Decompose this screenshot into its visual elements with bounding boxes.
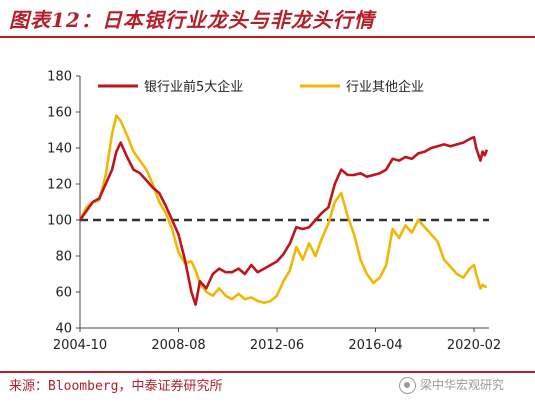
source-note: 来源：Bloomberg，中泰证券研究所 xyxy=(9,379,223,394)
y-tick-label: 80 xyxy=(55,250,72,265)
watermark-text: 梁中华宏观研究 xyxy=(420,378,505,392)
figure-title: 图表12：日本银行业龙头与非龙头行情 xyxy=(9,8,375,32)
x-tick-label: 2012-06 xyxy=(250,338,304,353)
x-tick-label: 2020-02 xyxy=(447,338,501,353)
footer-divider xyxy=(0,371,535,373)
series-line-leaders xyxy=(78,135,489,306)
y-tick-label: 160 xyxy=(47,106,72,121)
legend-leaders-label: 银行业前5大企业 xyxy=(144,79,243,95)
x-tick-label: 2016-04 xyxy=(348,338,402,353)
x-tick-label: 2004-10 xyxy=(53,338,107,353)
wechat-icon xyxy=(399,377,416,394)
y-tick-label: 40 xyxy=(55,322,72,337)
y-tick-label: 120 xyxy=(47,178,72,193)
watermark: 梁中华宏观研究 xyxy=(399,376,504,394)
y-tick-label: 60 xyxy=(55,286,72,301)
y-tick-label: 140 xyxy=(47,142,72,157)
y-tick-label: 180 xyxy=(47,70,72,85)
title-divider xyxy=(0,36,535,38)
x-tick-label: 2008-08 xyxy=(151,338,205,353)
series-line-others xyxy=(78,114,487,305)
legend-others-label: 行业其他企业 xyxy=(346,79,424,95)
y-tick-label: 100 xyxy=(47,214,72,229)
